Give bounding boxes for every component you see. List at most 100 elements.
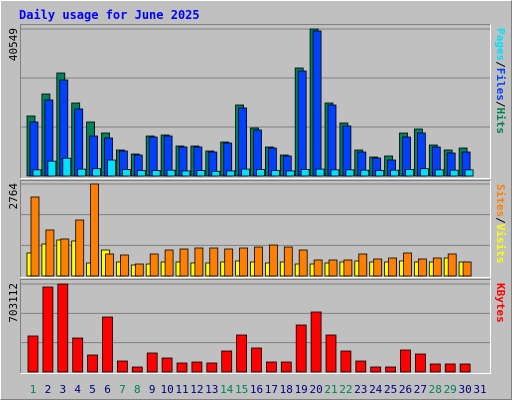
bar: [221, 350, 233, 373]
x-tick-label: 11: [175, 383, 188, 396]
y-tick-label: 2764: [7, 183, 20, 210]
bar: [265, 361, 277, 373]
x-tick-label: 8: [134, 383, 141, 396]
bar: [345, 169, 355, 177]
bar: [373, 258, 383, 277]
bar: [375, 170, 385, 177]
x-tick-label: 15: [235, 383, 248, 396]
bar: [355, 360, 367, 373]
bar: [312, 30, 322, 177]
bar: [60, 238, 70, 277]
x-tick-label: 30: [458, 383, 471, 396]
bar: [77, 168, 87, 177]
bar: [327, 104, 337, 177]
legend-separator: /: [494, 217, 507, 224]
bar: [149, 253, 159, 277]
panel-bevel-dark: [20, 24, 491, 179]
bar: [298, 249, 308, 277]
bar: [254, 246, 263, 277]
bar: [414, 353, 426, 373]
bar: [310, 311, 322, 373]
bar: [325, 334, 337, 373]
bar: [464, 169, 474, 177]
bar: [236, 334, 248, 373]
bar: [462, 261, 472, 277]
x-tick-label: 13: [205, 383, 218, 396]
bar: [405, 169, 414, 177]
bar: [181, 170, 191, 177]
bar: [400, 349, 411, 373]
bar: [136, 170, 146, 177]
bar: [90, 183, 99, 277]
x-tick-label: 12: [190, 383, 203, 396]
bar: [226, 170, 236, 177]
bar: [239, 247, 249, 277]
x-tick-label: 14: [220, 383, 234, 396]
bar: [388, 257, 398, 277]
bar: [447, 253, 457, 277]
bar: [30, 196, 40, 277]
bar: [92, 168, 101, 177]
bar: [122, 169, 131, 177]
bar: [328, 259, 338, 277]
x-tick-label: 5: [89, 383, 96, 396]
bar: [360, 169, 370, 177]
bar: [47, 160, 57, 177]
x-tick-label: 22: [339, 383, 352, 396]
bar: [151, 170, 161, 177]
bar: [107, 159, 116, 177]
bar: [449, 169, 459, 177]
bar: [241, 168, 251, 177]
bar: [27, 335, 39, 373]
legend-entry: Pages: [494, 28, 507, 61]
bar: [161, 357, 173, 373]
bar: [295, 324, 307, 373]
x-tick-label: 17: [265, 383, 278, 396]
bar: [340, 350, 352, 373]
bar: [87, 354, 98, 373]
bar: [206, 362, 218, 373]
bar: [224, 248, 234, 277]
panel-bevel-light: [20, 279, 491, 374]
legend-entry: Visits: [494, 224, 507, 264]
bar: [209, 247, 219, 277]
x-tick-label: 1: [30, 383, 37, 396]
bar: [429, 363, 441, 373]
bar: [74, 108, 84, 177]
bar: [283, 246, 293, 277]
x-tick-label: 24: [369, 383, 383, 396]
bar: [256, 169, 265, 177]
bar: [45, 229, 55, 277]
x-tick-label: 29: [444, 383, 457, 396]
bar: [238, 107, 248, 177]
x-tick-label: 31: [473, 383, 486, 396]
x-tick-label: 7: [119, 383, 126, 396]
bar: [211, 170, 221, 177]
panel-bevel-light: [20, 180, 491, 278]
bar: [131, 366, 143, 373]
x-tick-label: 21: [324, 383, 337, 396]
bar: [300, 169, 310, 177]
bar: [117, 360, 128, 373]
bar: [32, 169, 42, 177]
legend: Pages/Files/Hits: [494, 28, 507, 134]
bar: [313, 259, 323, 277]
x-tick-label: 9: [149, 383, 156, 396]
x-tick-label: 20: [309, 383, 322, 396]
bar: [270, 170, 280, 177]
bar: [370, 366, 382, 373]
bar: [105, 253, 114, 277]
legend-separator: /: [494, 61, 507, 68]
bar: [120, 254, 129, 277]
bar: [191, 361, 203, 373]
x-tick-label: 26: [399, 383, 412, 396]
legend-entry: Files: [494, 68, 507, 101]
x-tick-label: 10: [160, 383, 173, 396]
x-tick-label: 3: [59, 383, 66, 396]
x-tick-label: 23: [354, 383, 367, 396]
legend-entry: KBytes: [494, 283, 507, 323]
x-tick-label: 25: [384, 383, 397, 396]
bar: [146, 352, 158, 373]
bar: [390, 169, 400, 177]
x-tick-label: 28: [429, 383, 442, 396]
